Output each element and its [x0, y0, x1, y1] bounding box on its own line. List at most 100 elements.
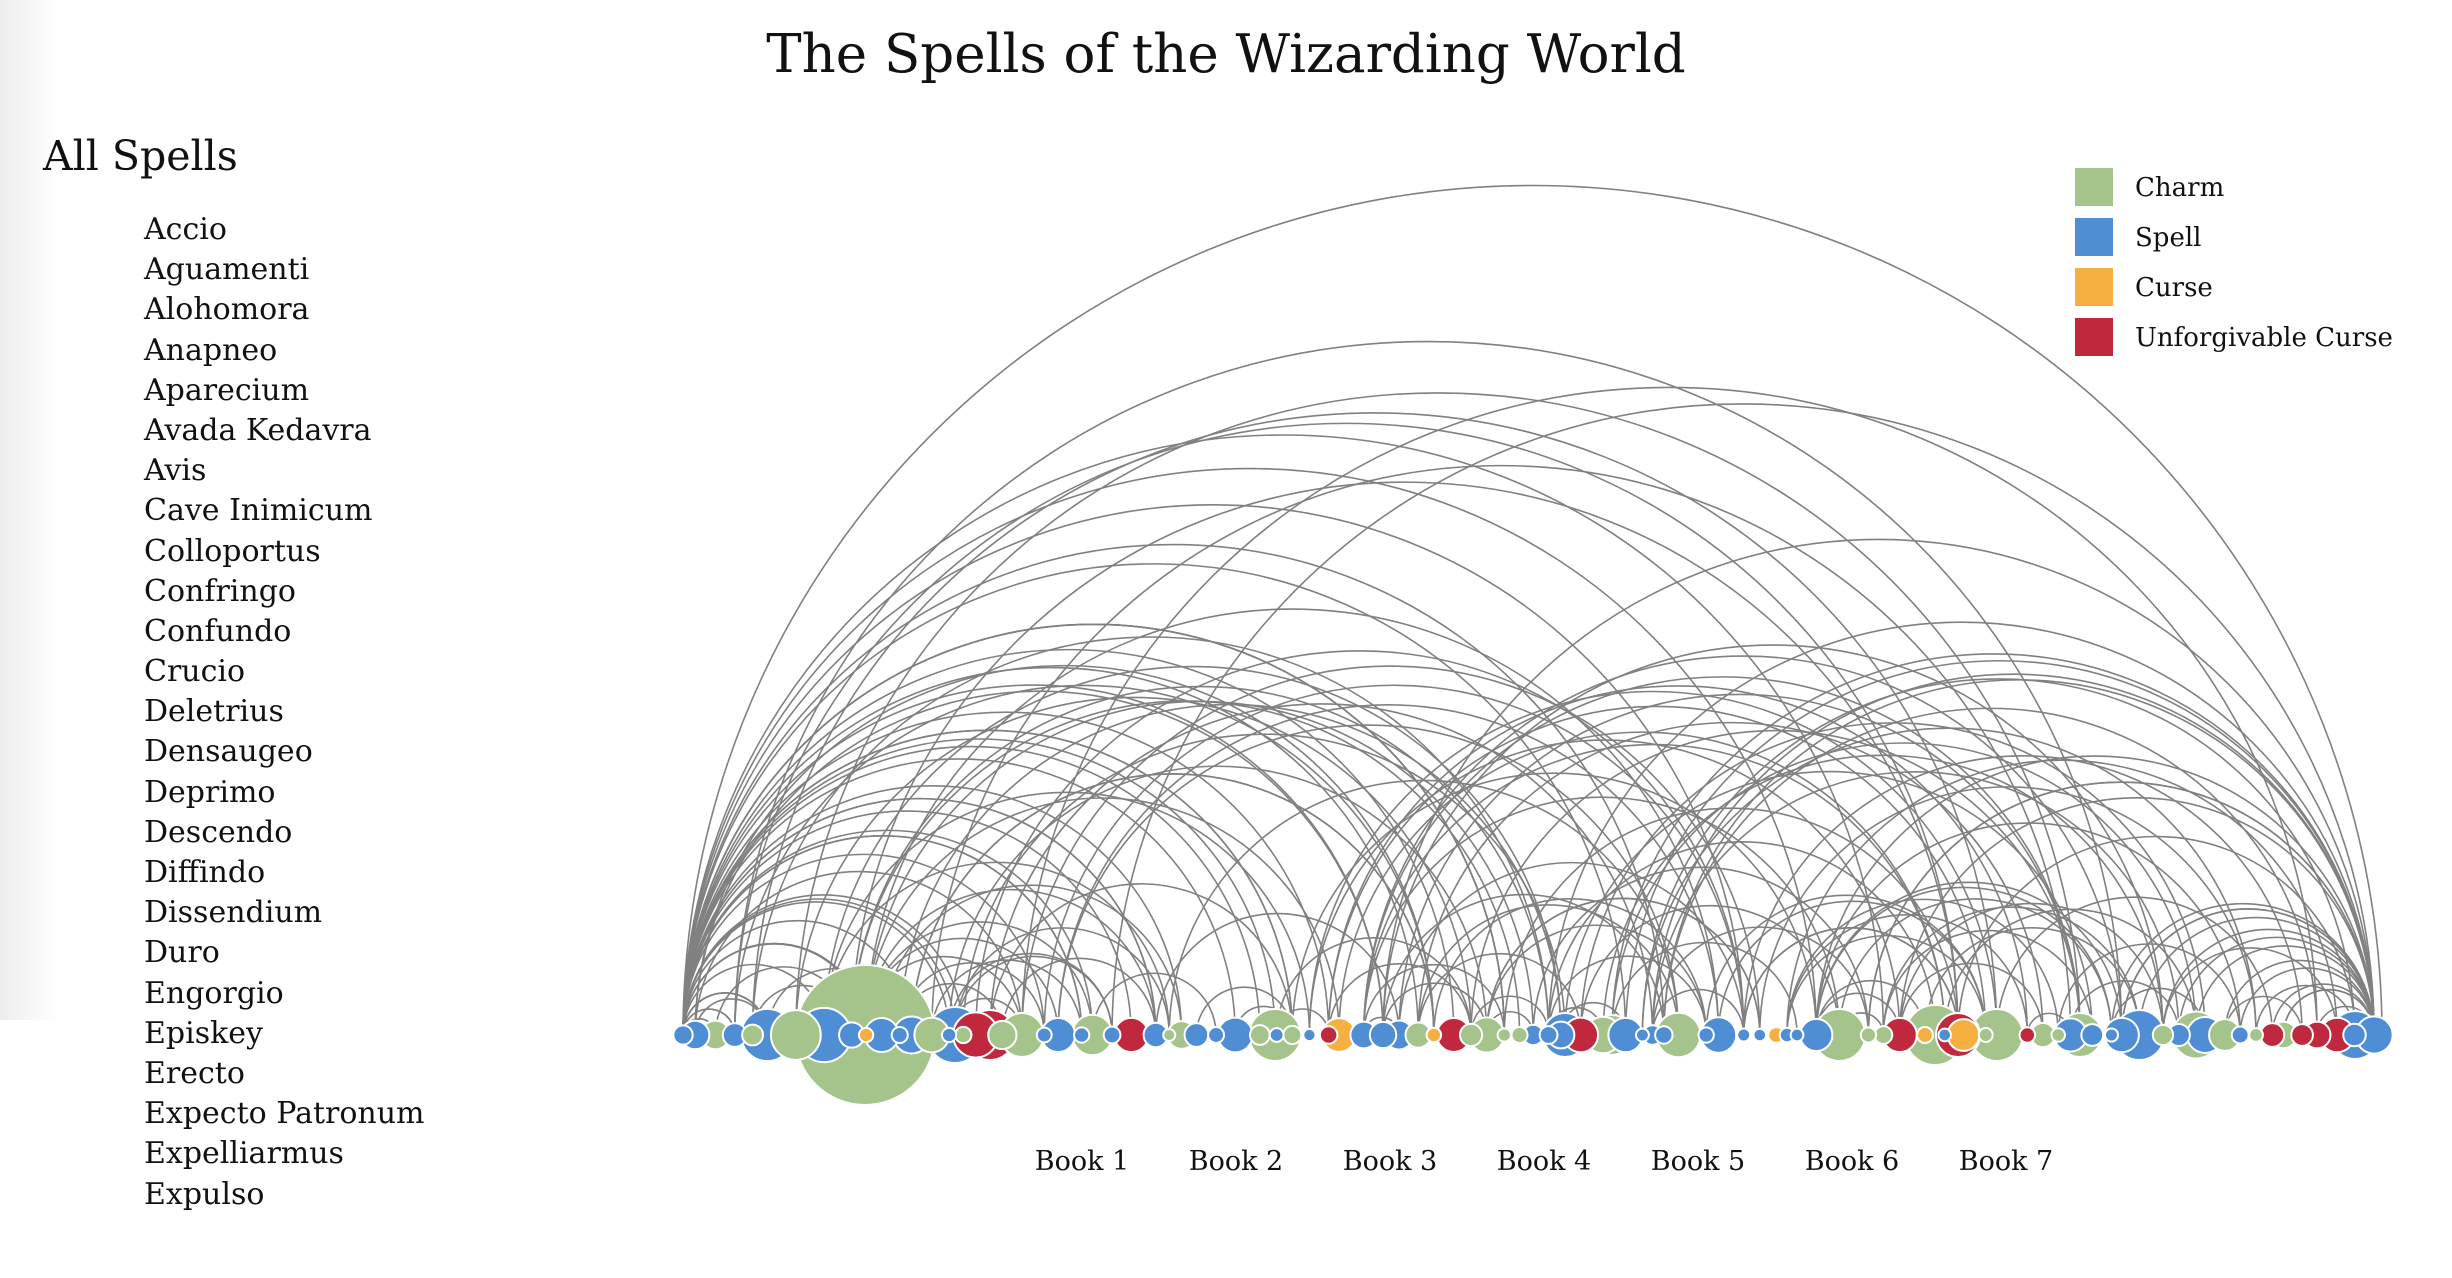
spell-node[interactable]: [1368, 1020, 1398, 1050]
spell-node[interactable]: [672, 1024, 694, 1046]
spell-list-item[interactable]: Engorgio: [144, 975, 284, 1011]
legend-swatch: [2075, 218, 2113, 256]
spell-node[interactable]: [1697, 1026, 1715, 1044]
spell-node[interactable]: [2248, 1027, 2264, 1043]
arc-link: [1641, 727, 2257, 1036]
arc-link: [1362, 676, 2081, 1036]
spell-node[interactable]: [2018, 1026, 2037, 1044]
spell-node[interactable]: [2230, 1025, 2250, 1045]
spell-list-item[interactable]: Accio: [144, 212, 227, 247]
book-label: Book 4: [1497, 1146, 1591, 1177]
spell-list-item[interactable]: Colloportus: [144, 533, 321, 569]
spell-node[interactable]: [1035, 1026, 1053, 1044]
spell-node[interactable]: [2259, 1022, 2286, 1048]
spell-node[interactable]: [2080, 1023, 2105, 1047]
spell-node[interactable]: [1946, 1018, 1981, 1052]
spell-node[interactable]: [1496, 1027, 1512, 1043]
spell-node[interactable]: [1510, 1025, 1529, 1045]
spell-node[interactable]: [1318, 1025, 1339, 1045]
arc-link: [1485, 897, 1761, 1036]
spell-node[interactable]: [2151, 1023, 2175, 1047]
legend: Charm Spell Curse Unforgivable Curse: [2075, 168, 2393, 356]
legend-label: Curse: [2135, 273, 2213, 303]
spell-node[interactable]: [1207, 1026, 1226, 1044]
arc-link: [682, 738, 1276, 1036]
spell-list-item[interactable]: Crucio: [144, 654, 246, 690]
spell-node[interactable]: [1302, 1027, 1317, 1043]
spell-node[interactable]: [1654, 1025, 1674, 1045]
all-spells-heading: All Spells: [43, 132, 238, 180]
spell-node[interactable]: [1873, 1025, 1894, 1045]
spell-list-item[interactable]: Confundo: [144, 613, 292, 649]
spell-node[interactable]: [1073, 1026, 1091, 1044]
arc-link: [1898, 963, 2044, 1036]
spell-node[interactable]: [1859, 1026, 1878, 1044]
spell-list-item[interactable]: Alohomora: [144, 292, 310, 328]
spell-node[interactable]: [769, 1009, 822, 1061]
arc-link: [1398, 693, 2081, 1036]
arc-link: [864, 797, 1340, 1036]
spell-node[interactable]: [1916, 1026, 1934, 1044]
spell-node[interactable]: [1789, 1027, 1805, 1043]
spell-node[interactable]: [1458, 1022, 1484, 1048]
spell-node[interactable]: [1248, 1024, 1271, 1046]
spell-node[interactable]: [2290, 1023, 2314, 1047]
spell-list-item[interactable]: Expelliarmus: [144, 1136, 344, 1172]
spell-list-item[interactable]: Diffindo: [144, 855, 266, 890]
spell-node[interactable]: [1752, 1027, 1768, 1043]
spell-node[interactable]: [2103, 1027, 2120, 1043]
spell-node[interactable]: [741, 1023, 764, 1047]
spell-list-item[interactable]: Anapneo: [144, 332, 278, 368]
spell-list-item[interactable]: Aguamenti: [144, 252, 310, 288]
arc-link: [1547, 841, 1936, 1036]
spell-node[interactable]: [987, 1019, 1018, 1051]
arc-link: [850, 481, 1959, 1036]
arc-link: [1001, 957, 1157, 1036]
arc-link: [1786, 898, 2060, 1036]
book-label: Book 3: [1343, 1146, 1437, 1177]
spell-node[interactable]: [890, 1025, 909, 1045]
arc-link: [1838, 898, 2113, 1036]
book-label: Book 5: [1651, 1146, 1745, 1177]
spell-node[interactable]: [1634, 1027, 1650, 1043]
spell-list-item[interactable]: Expulso: [144, 1176, 265, 1212]
spell-list-item[interactable]: Cave Inimicum: [144, 493, 373, 529]
arc-link: [682, 184, 2383, 1036]
spell-node[interactable]: [1425, 1026, 1443, 1044]
spell-list-item[interactable]: Densaugeo: [144, 734, 313, 770]
spell-list-item[interactable]: Avis: [144, 453, 207, 489]
spell-list-item[interactable]: Deletrius: [144, 694, 284, 730]
spell-list-item[interactable]: Erecto: [144, 1055, 245, 1091]
spell-node[interactable]: [1102, 1025, 1122, 1045]
spell-list-item[interactable]: Dissendium: [144, 895, 323, 931]
spell-list-item[interactable]: Avada Kedavra: [144, 412, 372, 448]
arc-link: [1705, 894, 1987, 1036]
spell-list-item[interactable]: Expecto Patronum: [144, 1096, 425, 1132]
arc-link: [1663, 707, 2318, 1036]
spell-list-item[interactable]: Deprimo: [144, 774, 276, 810]
spell-node[interactable]: [1162, 1027, 1177, 1043]
arc-link: [2224, 959, 2375, 1036]
spell-node[interactable]: [1282, 1024, 1303, 1046]
arc-link: [2120, 908, 2375, 1036]
arc-link: [1742, 927, 1959, 1036]
spell-node[interactable]: [2342, 1022, 2367, 1048]
spell-list-item[interactable]: Descendo: [144, 814, 293, 850]
spell-node[interactable]: [954, 1025, 973, 1045]
spell-node[interactable]: [1799, 1017, 1834, 1053]
spell-node[interactable]: [1268, 1027, 1285, 1043]
spell-node[interactable]: [1538, 1025, 1559, 1045]
spell-node[interactable]: [2050, 1027, 2066, 1043]
spell-list-item[interactable]: Aparecium: [144, 372, 310, 408]
left-edge-shadow: [0, 0, 60, 1020]
arc-link: [1275, 937, 1472, 1036]
spell-node[interactable]: [1183, 1022, 1210, 1048]
spell-list-item[interactable]: Confringo: [144, 573, 296, 609]
spell-node[interactable]: [940, 1026, 958, 1044]
spell-list-item[interactable]: Episkey: [144, 1015, 263, 1051]
spell-node[interactable]: [857, 1026, 875, 1044]
spell-node[interactable]: [1937, 1027, 1953, 1043]
spell-node[interactable]: [1977, 1027, 1994, 1043]
spell-list-item[interactable]: Duro: [144, 935, 220, 971]
spell-node[interactable]: [1736, 1027, 1752, 1043]
